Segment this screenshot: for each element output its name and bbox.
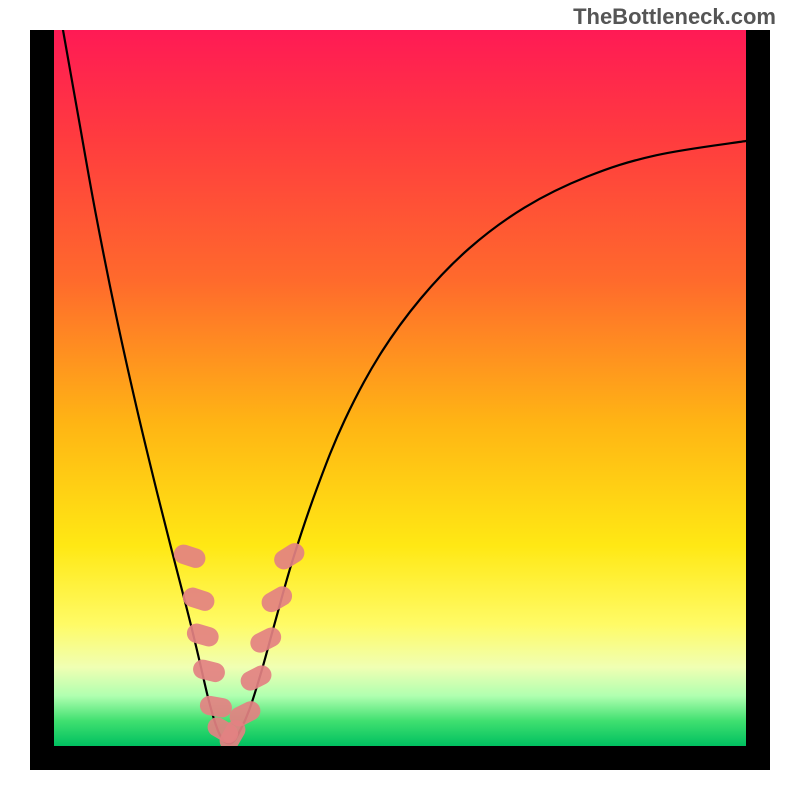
- plot-area: [54, 30, 746, 746]
- curve-marker: [185, 621, 221, 649]
- chart-container: TheBottleneck.com: [0, 0, 800, 800]
- curve-marker: [247, 624, 285, 656]
- curve-marker: [216, 716, 249, 746]
- curve-marker: [270, 540, 308, 574]
- curve-marker: [258, 583, 296, 616]
- outer-frame: [30, 30, 770, 770]
- curve-overlay: [54, 30, 746, 746]
- curve-marker: [226, 698, 264, 730]
- watermark-text: TheBottleneck.com: [573, 4, 776, 30]
- curve-marker: [198, 694, 233, 719]
- curve-marker: [171, 542, 208, 570]
- bottleneck-curve: [63, 30, 746, 744]
- curve-marker: [180, 585, 217, 613]
- curve-marker: [204, 714, 242, 746]
- curve-marker: [191, 658, 227, 685]
- curve-marker: [237, 662, 275, 694]
